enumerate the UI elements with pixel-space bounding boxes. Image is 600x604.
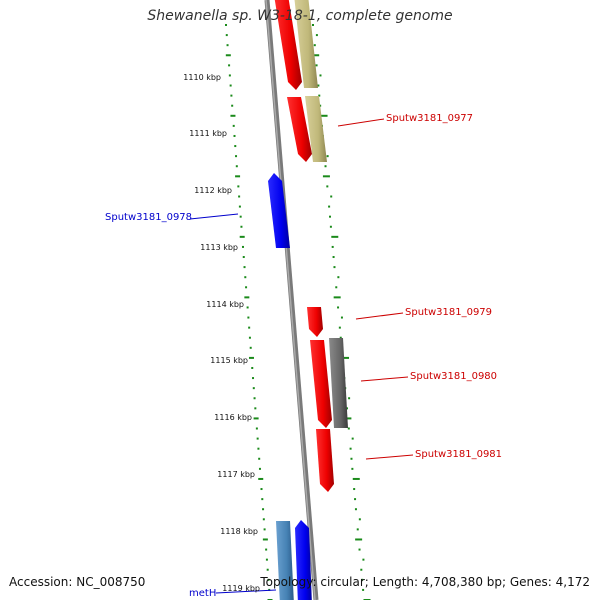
- tick-label: 1115 kbp: [210, 356, 248, 365]
- tick-label: 1119 kbp: [222, 584, 260, 593]
- tick-label: 1114 kbp: [206, 300, 244, 309]
- tick-label: 1111 kbp: [189, 129, 227, 138]
- cds-gray-1[interactable]: [329, 338, 348, 428]
- tick-label: 1113 kbp: [200, 243, 238, 252]
- cds-khaki-1[interactable]: [294, 0, 318, 88]
- backbone-highlight: [265, 0, 316, 601]
- gene-label-sputw3181-0978[interactable]: Sputw3181_0978: [105, 212, 193, 223]
- features: [268, 0, 348, 604]
- leader-line: [337, 118, 385, 127]
- cds-red-5[interactable]: [316, 429, 334, 492]
- genome-info-text: Topology: circular; Length: 4,708,380 bp…: [260, 575, 590, 589]
- leader-line: [189, 213, 239, 220]
- leader-line: [360, 376, 409, 382]
- gc-content-ticks: [225, 24, 371, 601]
- tick-label: 1117 kbp: [217, 470, 255, 479]
- cds-red-4[interactable]: [310, 340, 332, 428]
- cds-steel-1[interactable]: [276, 521, 294, 604]
- backbone: [264, 0, 319, 601]
- tick-label: 1112 kbp: [194, 186, 232, 195]
- tick-label: 1118 kbp: [220, 527, 258, 536]
- cds-blue-2[interactable]: [295, 520, 312, 604]
- leader-line: [355, 312, 404, 320]
- gene-label-sputw3181-0977[interactable]: Sputw3181_0977: [386, 113, 474, 124]
- map-title: Shewanella sp. W3-18-1, complete genome: [147, 8, 453, 24]
- cds-red-3[interactable]: [307, 307, 323, 337]
- cds-khaki-2[interactable]: [305, 96, 327, 162]
- gene-label-sputw3181-0979[interactable]: Sputw3181_0979: [405, 307, 493, 318]
- leader-line: [365, 454, 414, 460]
- label-leaders: [189, 118, 414, 594]
- gene-label-meth[interactable]: metH: [189, 588, 217, 599]
- gene-label-sputw3181-0980[interactable]: Sputw3181_0980: [410, 371, 498, 382]
- accession-text: Accession: NC_008750: [9, 575, 146, 589]
- leader-line: [215, 589, 277, 594]
- tick-label: 1110 kbp: [183, 73, 221, 82]
- gene-label-sputw3181-0981[interactable]: Sputw3181_0981: [415, 449, 503, 460]
- backbone-line: [264, 0, 319, 601]
- cds-red-2[interactable]: [287, 97, 312, 162]
- tick-label: 1116 kbp: [214, 413, 252, 422]
- cds-blue-1[interactable]: [268, 173, 290, 248]
- cds-red-1[interactable]: [274, 0, 302, 90]
